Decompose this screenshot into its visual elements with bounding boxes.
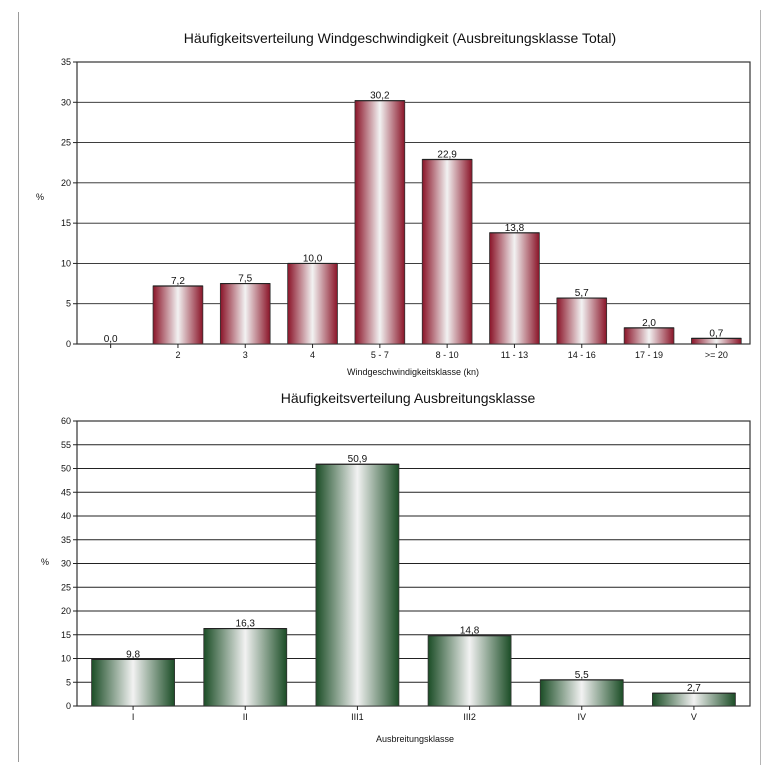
stab-x-tick-label: V	[691, 712, 697, 722]
wind-data-label: 22,9	[437, 149, 457, 160]
wind-x-tick-label: 14 - 16	[568, 350, 596, 360]
stab-bar	[203, 628, 288, 707]
stability-grid	[76, 420, 751, 707]
wind-data-label: 13,8	[505, 223, 525, 234]
stab-data-label: 14,8	[460, 626, 480, 637]
wind-data-label: 7,5	[238, 274, 252, 285]
wind-data-label: 2,0	[642, 318, 656, 329]
stab-y-tick-label: 30	[61, 559, 71, 569]
wind-bar	[489, 232, 540, 345]
wind-bar	[152, 285, 204, 345]
stab-x-tick-label: II	[243, 712, 248, 722]
wind-x-tick-label: 5 - 7	[371, 350, 389, 360]
wind-x-axis-label: Windgeschwindigkeitsklasse (kn)	[347, 367, 479, 377]
stab-y-tick-label: 0	[66, 701, 71, 711]
wind-data-label: 30,2	[370, 91, 390, 102]
stab-y-tick-label: 55	[61, 440, 71, 450]
wind-y-tick-label: 25	[61, 138, 71, 148]
wind-speed-chart: Häufigkeitsverteilung Windgeschwindigkei…	[36, 30, 751, 377]
stab-y-tick-label: 15	[61, 630, 71, 640]
stab-bar	[91, 659, 175, 707]
wind-data-label: 5,7	[575, 288, 589, 299]
stab-y-tick-label: 45	[61, 487, 71, 497]
stab-bar	[315, 463, 400, 707]
wind-chart-title: Häufigkeitsverteilung Windgeschwindigkei…	[184, 30, 616, 46]
wind-bar	[219, 283, 271, 345]
wind-x-tick-label: >= 20	[705, 350, 728, 360]
stab-x-tick-label: I	[132, 712, 135, 722]
wind-bar	[354, 100, 406, 345]
frame-right-border	[760, 10, 761, 765]
wind-x-tick-label: 2	[175, 350, 180, 360]
stab-y-tick-label: 5	[66, 677, 71, 687]
stab-y-tick-label: 10	[61, 654, 71, 664]
stab-y-tick-label: 25	[61, 582, 71, 592]
wind-x-tick-label: 8 - 10	[436, 350, 459, 360]
stab-bar	[427, 635, 512, 707]
stab-y-tick-label: 20	[61, 606, 71, 616]
stab-y-tick-label: 60	[61, 416, 71, 426]
stab-y-tick-label: 40	[61, 511, 71, 521]
stab-data-label: 2,7	[687, 683, 701, 694]
wind-x-tick-label: 11 - 13	[501, 350, 528, 360]
stability-class-chart: Häufigkeitsverteilung Ausbreitungsklasse…	[41, 390, 751, 744]
frame-left-border	[18, 12, 19, 762]
stab-x-tick-label: IV	[577, 712, 586, 722]
stab-data-label: 16,3	[236, 619, 256, 630]
wind-y-tick-label: 30	[61, 97, 71, 107]
stability-chart-title: Häufigkeitsverteilung Ausbreitungsklasse	[281, 390, 536, 406]
wind-data-label: 10,0	[303, 253, 323, 264]
wind-x-tick-label: 17 - 19	[635, 350, 663, 360]
wind-x-tick-label: 3	[243, 350, 248, 360]
wind-y-tick-label: 10	[61, 258, 71, 268]
stab-bar	[652, 692, 736, 707]
wind-y-axis-label: %	[36, 192, 44, 202]
stab-bar	[539, 679, 624, 707]
stab-data-label: 5,5	[575, 670, 589, 681]
wind-data-label: 0,0	[104, 334, 118, 345]
wind-bar	[287, 263, 338, 345]
wind-data-label: 7,2	[171, 276, 185, 287]
wind-plot-frame	[76, 61, 751, 345]
stab-data-label: 50,9	[348, 454, 368, 465]
wind-y-tick-label: 0	[66, 339, 71, 349]
wind-bar	[421, 159, 473, 345]
wind-y-tick-label: 5	[66, 299, 71, 309]
wind-x-tick-label: 4	[310, 350, 315, 360]
wind-data-label: 0,7	[709, 328, 723, 339]
wind-y-tick-label: 15	[61, 218, 71, 228]
stability-bars: 9,8 16,3 50,9 14,8 5,5 2,7	[91, 454, 736, 707]
stability-y-axis-label: %	[41, 557, 49, 567]
stability-x-axis-label: Ausbreitungsklasse	[376, 734, 454, 744]
wind-ticks: 0 5 10 15 20 25 30 35 2 3 4 5 - 7 8 - 10 11 - 13 14 - …	[61, 57, 728, 360]
stab-data-label: 9,8	[126, 649, 140, 660]
wind-y-tick-label: 35	[61, 57, 71, 67]
wind-y-tick-label: 20	[61, 178, 71, 188]
stab-y-tick-label: 35	[61, 535, 71, 545]
stab-x-tick-label: III1	[351, 712, 364, 722]
stab-y-tick-label: 50	[61, 464, 71, 474]
stab-x-tick-label: III2	[463, 712, 476, 722]
wind-bar	[623, 327, 675, 345]
wind-bars: 0,0 7,2 7,5 10,0 30,2 22,9 13,8 5,7 2,0 0,7	[104, 91, 742, 345]
wind-bar	[556, 297, 608, 345]
